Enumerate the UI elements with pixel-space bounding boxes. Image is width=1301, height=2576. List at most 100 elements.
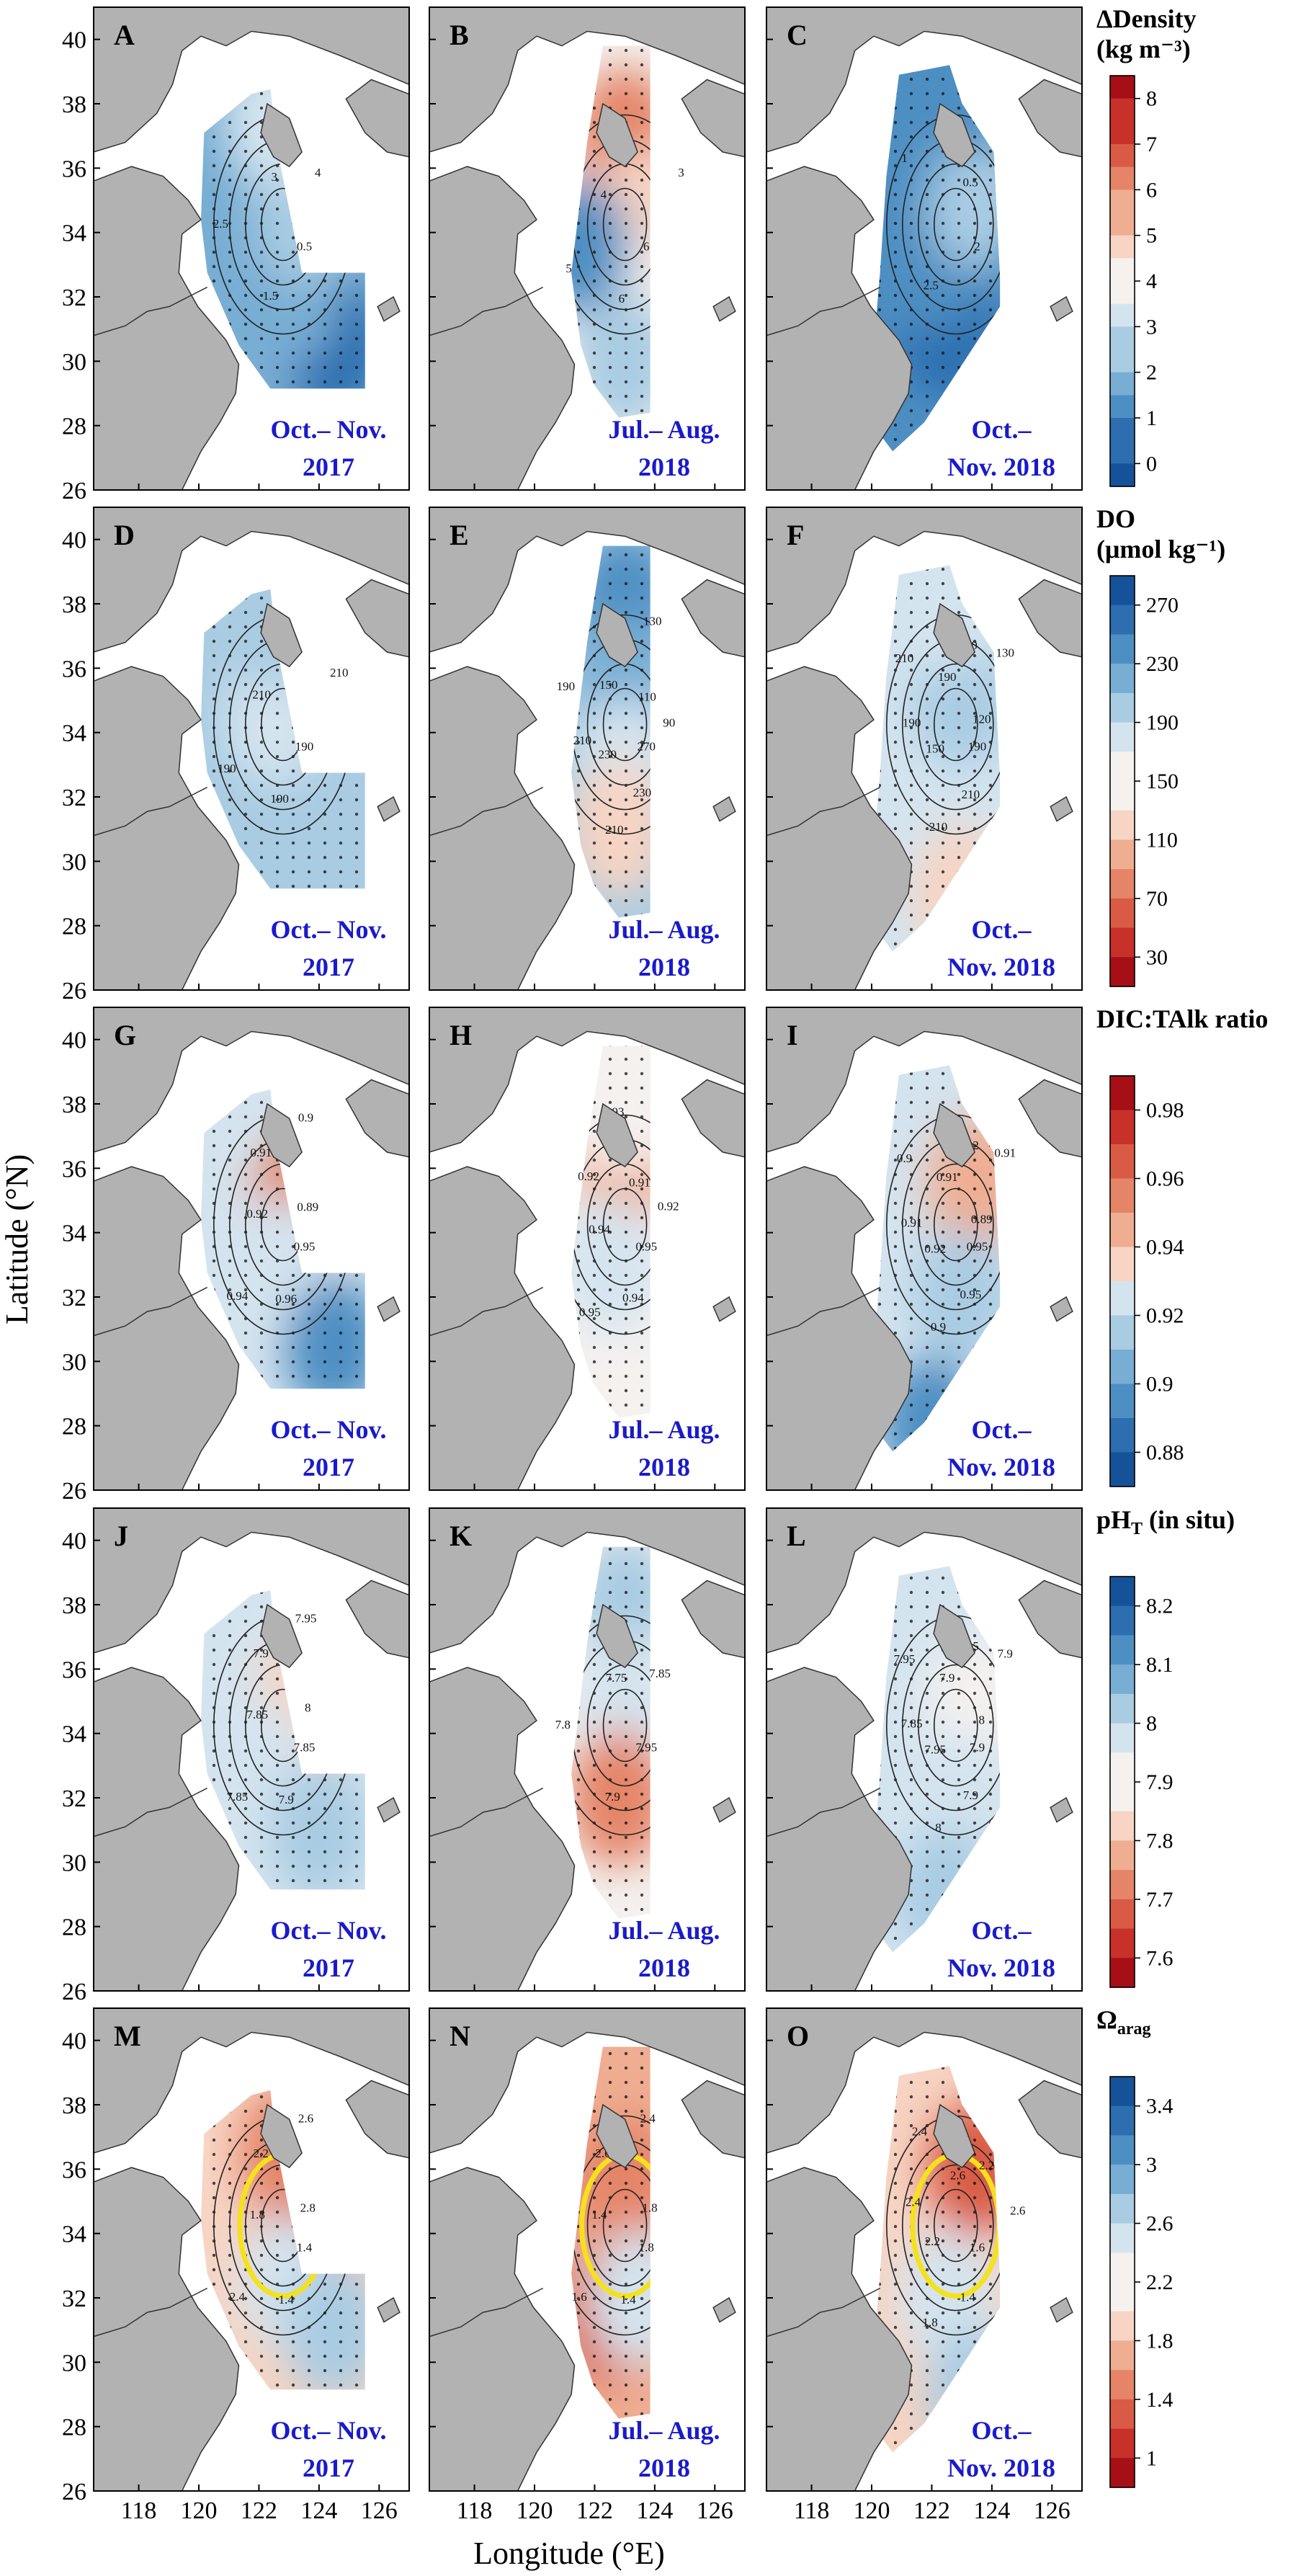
contour-label: 150 [599, 678, 618, 692]
colorbar-tick-label: 3.4 [1146, 2095, 1173, 2118]
colorbar-tick-label: 5 [1146, 224, 1157, 248]
contour-label: 2.4 [912, 2125, 928, 2139]
land-shape [766, 2007, 1083, 2154]
contour-label: 7.95 [295, 1612, 317, 1626]
colorbar-title: DO [1096, 504, 1135, 533]
island-shape [377, 795, 401, 822]
survey-field [571, 545, 650, 918]
y-tick-label: 34 [62, 2221, 86, 2248]
colorbar-cell [1110, 1452, 1135, 1487]
colorbar-cell [1110, 76, 1135, 99]
contour-label: 210 [895, 651, 914, 665]
contour-line [918, 663, 994, 786]
y-tick-label: 28 [62, 914, 86, 940]
island-shape [712, 1796, 736, 1823]
x-tick-label: 126 [1034, 2497, 1070, 2524]
contour-label: 190 [903, 716, 921, 730]
y-tick-label: 30 [62, 1349, 86, 1376]
colorbar-unit: (kg m⁻³) [1096, 35, 1191, 63]
contour-label: 190 [938, 670, 957, 684]
survey-field [571, 2046, 650, 2419]
colorbar-cell [1110, 722, 1135, 752]
land-shape [766, 1007, 1083, 1154]
contour-label: 1.4 [591, 2208, 607, 2221]
river-line [93, 1787, 208, 1837]
river-line [766, 2287, 881, 2337]
colorbar-tick-label: 3 [1146, 2153, 1157, 2177]
period-label: Jul.– Aug. [608, 415, 720, 444]
colorbar-cell [1110, 2428, 1135, 2459]
colorbar-cell [1110, 2193, 1135, 2224]
panel-letter: J [114, 1520, 128, 1552]
colorbar-cell [1110, 869, 1135, 899]
panel-frame [766, 2007, 1083, 2492]
colorbar-cell [1110, 2311, 1135, 2342]
x-tick-label: 120 [517, 2497, 553, 2524]
contour-label: 2.6 [950, 2169, 965, 2183]
contour-label: 8 [935, 1821, 942, 1835]
land-shape [766, 507, 1083, 654]
panel-letter: G [114, 1019, 136, 1051]
colorbar-cell [1110, 1383, 1135, 1419]
contour-label: 4 [315, 166, 321, 179]
colorbar-tick-label: 2.6 [1146, 2212, 1173, 2236]
colorbar-tick-label: 0.9 [1146, 1373, 1173, 1396]
y-tick-label: 28 [62, 1915, 86, 1941]
colorbar-title: Ωarag [1096, 2005, 1150, 2038]
y-tick-label: 38 [62, 92, 86, 118]
colorbar-cell [1110, 810, 1135, 841]
panel-letter: E [450, 519, 469, 551]
colorbar-cell [1110, 418, 1135, 442]
contour-label: 130 [996, 646, 1014, 660]
contour-line [602, 2188, 648, 2263]
contour-label: 0.9 [931, 1320, 946, 1334]
colorbar-cell [1110, 1693, 1135, 1724]
colorbar-tick-label: 1 [1146, 406, 1157, 430]
panel-letter: O [787, 2020, 809, 2052]
colorbar-cell [1110, 752, 1135, 782]
x-tick-label: 122 [913, 2497, 950, 2524]
contour-label: 0.94 [622, 1291, 644, 1304]
period-label: Jul.– Aug. [608, 2416, 720, 2445]
contour-label: 210 [330, 666, 349, 679]
y-tick-label: 36 [62, 656, 86, 682]
land-shape [93, 6, 410, 153]
contour-label: 1 [901, 151, 908, 165]
contour-label: 3 [678, 166, 684, 179]
y-tick-label: 26 [62, 1979, 86, 2005]
y-tick-label: 40 [62, 2028, 86, 2055]
contour-label: 2.2 [254, 2147, 269, 2160]
y-tick-label: 28 [62, 2415, 86, 2441]
colorbar-cell [1110, 1870, 1135, 1900]
y-tick-label: 38 [62, 592, 86, 618]
colorbar-cell [1110, 2077, 1135, 2107]
colorbar-tick-label: 6 [1146, 178, 1157, 202]
panel-letter: M [114, 2020, 141, 2052]
colorbar-cell [1110, 1418, 1135, 1453]
contour-label: 90 [663, 716, 675, 730]
colorbar-cell [1110, 2223, 1135, 2253]
x-tick-label: 122 [241, 2497, 277, 2524]
colorbar-cell [1110, 1811, 1135, 1842]
land-shape [93, 2007, 410, 2154]
panel-g: 0.95 0.96 0.94 0.92 0.91 0.9 0.89 G Oct.– Nov. 20… [62, 1007, 410, 1505]
contour-label: 0.91 [629, 1176, 650, 1190]
contour-label: 1.6 [970, 2241, 985, 2255]
contour-label: 7.9 [605, 1790, 620, 1804]
contour-line [918, 1664, 994, 1787]
panel-letter: A [114, 19, 135, 51]
contour-label: 210 [252, 687, 271, 701]
colorbar-tick-label: 1 [1146, 2446, 1157, 2470]
colorbar-cell [1110, 634, 1135, 664]
period-label: 2018 [638, 1453, 690, 1481]
colorbar-cell [1110, 2340, 1135, 2371]
land-shape [93, 666, 240, 991]
contour-label: 0.92 [924, 1242, 946, 1256]
contour-label: 210 [929, 820, 948, 834]
land-shape [260, 2103, 303, 2169]
colorbar-cell [1110, 235, 1135, 259]
y-tick-label: 26 [62, 1478, 86, 1505]
contour-label: 2.8 [300, 2201, 316, 2215]
x-tick-label: 124 [300, 2497, 337, 2524]
contour-label: 7.85 [294, 1741, 316, 1755]
